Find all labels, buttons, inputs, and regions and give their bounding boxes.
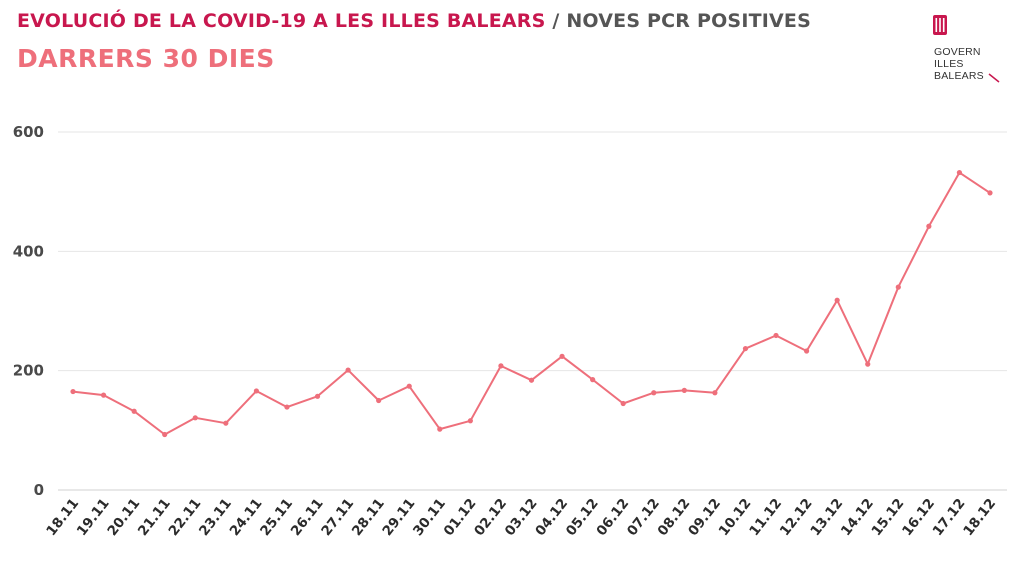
- series-line: [72, 171, 991, 436]
- logo-text: GOVERN ILLES BALEARS: [934, 46, 984, 82]
- x-tick-label: 10.12: [716, 496, 755, 540]
- data-point: [895, 284, 901, 290]
- y-tick-label: 600: [13, 123, 44, 141]
- y-tick-label: 400: [13, 242, 44, 260]
- coat-of-arms-icon: [933, 15, 947, 35]
- title-main: EVOLUCIÓ DE LA COVID-19 A LES ILLES BALE…: [17, 10, 546, 32]
- data-point: [376, 397, 382, 404]
- data-point: [956, 169, 963, 176]
- x-tick-label: 15.12: [869, 496, 908, 540]
- data-point: [437, 426, 443, 432]
- data-point: [70, 388, 76, 395]
- data-point: [681, 387, 687, 393]
- x-tick-label: 17.12: [930, 496, 969, 540]
- series-layer: [70, 169, 993, 438]
- data-point: [865, 361, 871, 367]
- x-tick-label: 30.11: [410, 496, 449, 540]
- data-point: [223, 420, 229, 426]
- title-sub: NOVES PCR POSITIVES: [566, 10, 811, 32]
- data-point: [987, 190, 993, 196]
- x-tick-label: 07.12: [624, 496, 663, 540]
- x-tick-label: 01.12: [441, 496, 480, 540]
- govern-illes-balears-logo: GOVERN ILLES BALEARS: [930, 15, 1010, 85]
- x-axis-ticks: 18.1119.1120.1121.1122.1123.1124.1125.11…: [43, 496, 999, 540]
- data-point: [100, 392, 107, 398]
- data-point: [192, 415, 198, 421]
- y-axis-ticks: 0 200 400 600: [13, 123, 44, 499]
- chart-title: EVOLUCIÓ DE LA COVID-19 A LES ILLES BALE…: [17, 10, 811, 32]
- x-tick-label: 16.12: [899, 496, 938, 540]
- data-point: [773, 332, 779, 339]
- data-point: [131, 408, 137, 414]
- x-tick-label: 06.12: [593, 496, 632, 540]
- data-point: [742, 345, 749, 352]
- x-tick-label: 08.12: [655, 496, 694, 540]
- x-tick-label: 25.11: [257, 496, 296, 540]
- logo-line-1: GOVERN: [934, 46, 981, 58]
- x-tick-label: 29.11: [379, 496, 418, 540]
- y-tick-label: 0: [34, 481, 44, 499]
- y-tick-label: 200: [13, 362, 44, 380]
- x-tick-label: 02.12: [471, 496, 510, 540]
- x-tick-label: 20.11: [104, 496, 143, 540]
- logo-line-2: ILLES: [934, 58, 964, 70]
- x-tick-label: 24.11: [227, 496, 266, 540]
- x-tick-label: 03.12: [502, 496, 541, 540]
- logo-line-3: BALEARS: [934, 70, 984, 82]
- x-tick-label: 05.12: [563, 496, 602, 540]
- data-point: [528, 377, 535, 383]
- x-tick-label: 14.12: [838, 496, 877, 540]
- x-tick-label: 27.11: [318, 496, 357, 540]
- data-point: [620, 400, 626, 407]
- logo-slash-icon: [988, 73, 1000, 83]
- data-point: [406, 383, 412, 389]
- data-point: [712, 390, 718, 396]
- data-point: [467, 418, 473, 424]
- data-point: [314, 393, 321, 399]
- data-point: [651, 390, 657, 396]
- chart-subtitle: DARRERS 30 DIES: [17, 44, 275, 73]
- x-tick-label: 21.11: [135, 496, 174, 540]
- data-point: [162, 431, 168, 438]
- data-point: [498, 363, 504, 369]
- x-tick-label: 18.12: [960, 496, 999, 540]
- x-tick-label: 26.11: [288, 496, 327, 540]
- x-tick-label: 09.12: [685, 496, 724, 540]
- title-separator: /: [552, 10, 560, 32]
- x-tick-label: 23.11: [196, 496, 235, 540]
- x-tick-label: 22.11: [166, 496, 205, 540]
- x-tick-label: 28.11: [349, 496, 388, 540]
- x-tick-label: 11.12: [746, 496, 785, 540]
- x-tick-label: 19.11: [74, 496, 113, 540]
- x-tick-label: 04.12: [532, 496, 571, 540]
- grid-layer: [58, 131, 1007, 491]
- data-point: [253, 388, 259, 394]
- data-point: [590, 377, 596, 383]
- x-tick-label: 12.12: [777, 496, 816, 540]
- data-point: [834, 297, 840, 303]
- x-tick-label: 13.12: [807, 496, 846, 540]
- data-point: [284, 404, 290, 410]
- data-point: [345, 367, 351, 373]
- x-tick-label: 18.11: [43, 496, 82, 540]
- data-point: [559, 353, 565, 359]
- data-point: [926, 223, 932, 229]
- data-point: [804, 348, 810, 354]
